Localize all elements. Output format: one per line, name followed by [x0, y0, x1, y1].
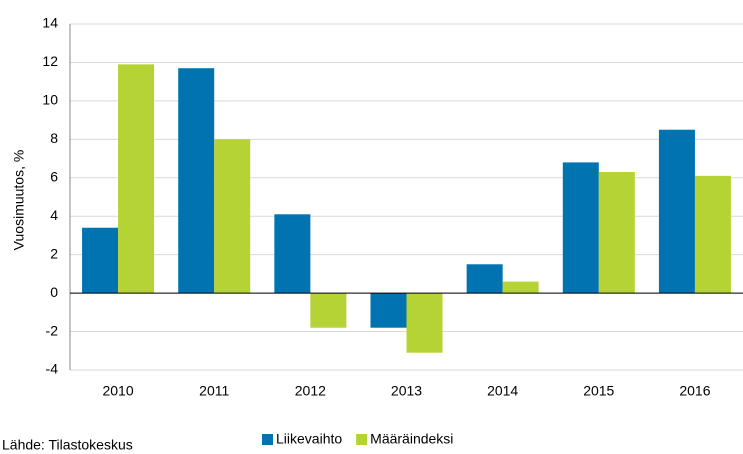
bar — [598, 172, 635, 294]
x-tick-label: 2016 — [679, 383, 710, 399]
bar — [562, 162, 599, 294]
bar — [694, 175, 731, 294]
bar — [406, 293, 443, 353]
bar — [274, 214, 311, 294]
legend-label: Määräindeksi — [370, 431, 453, 447]
y-tick-label: 8 — [50, 130, 58, 146]
y-tick-label: 0 — [50, 284, 58, 300]
y-axis-label: Vuosimuutos, % — [11, 150, 27, 251]
y-tick-label: 4 — [50, 207, 58, 223]
y-tick-label: 14 — [42, 15, 58, 31]
y-tick-label: 6 — [50, 168, 58, 184]
bar — [82, 227, 119, 294]
x-tick-label: 2013 — [391, 383, 422, 399]
bar — [370, 293, 407, 328]
bar — [658, 129, 695, 294]
legend-swatch — [262, 434, 273, 445]
x-tick-label: 2014 — [487, 383, 518, 399]
bar — [310, 293, 347, 328]
source: Lähde: Tilastokeskus — [2, 437, 133, 453]
bar — [118, 64, 155, 294]
y-tick-label: -4 — [46, 361, 59, 377]
y-tick-label: 2 — [50, 245, 58, 261]
legend-swatch — [356, 434, 368, 445]
x-tick-label: 2011 — [199, 383, 229, 399]
bar — [178, 68, 215, 294]
legend-label: Liikevaihto — [276, 431, 342, 447]
bar — [502, 281, 539, 294]
x-tick-label: 2012 — [295, 383, 326, 399]
x-tick-label: 2010 — [102, 383, 133, 399]
bar — [214, 139, 251, 294]
y-tick-label: 12 — [42, 53, 58, 69]
x-tick-label: 2015 — [583, 383, 614, 399]
y-tick-label: -2 — [46, 322, 59, 338]
y-tick-label: 10 — [42, 92, 58, 108]
bar — [466, 264, 503, 294]
